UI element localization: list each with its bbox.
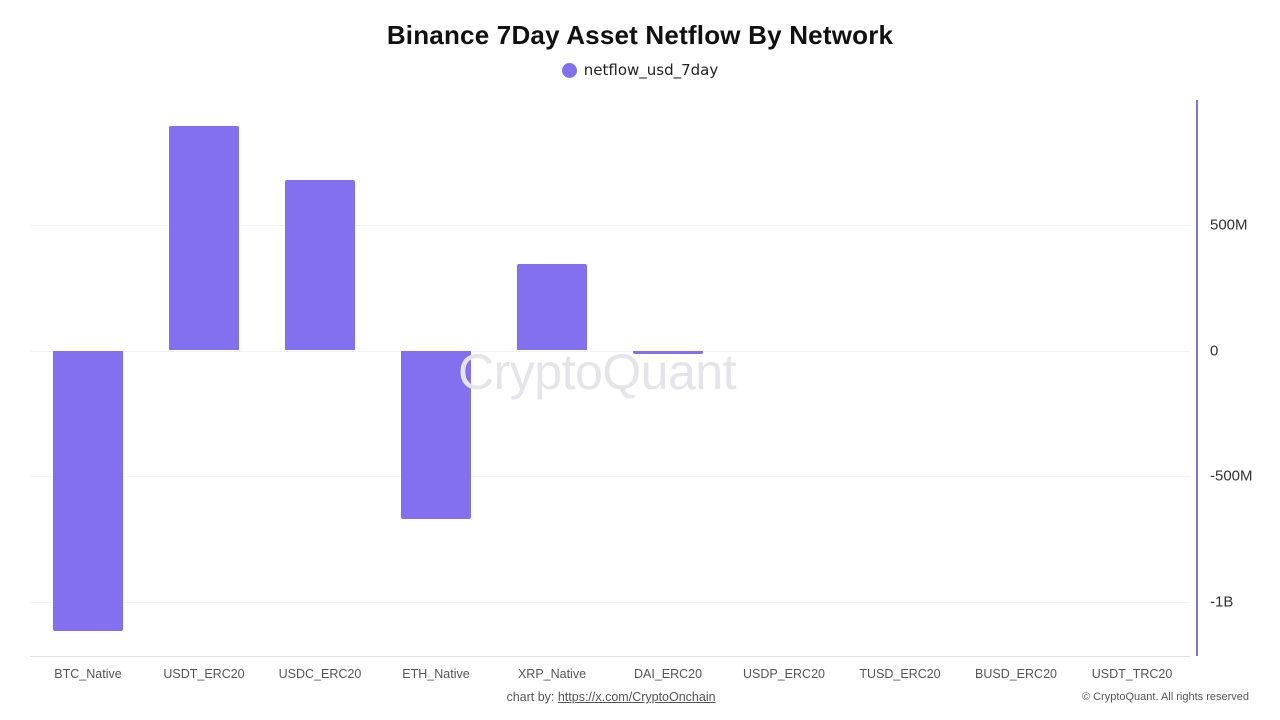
x-tick-label: DAI_ERC20 [633,667,703,681]
legend-dot-icon [561,62,577,78]
x-tick-label: USDT_TRC20 [1091,667,1173,681]
y-tick-label: -500M [1210,467,1253,485]
x-axis-baseline [30,656,1190,657]
legend[interactable]: netflow_usd_7day [0,61,1280,79]
bar-xrp-native[interactable] [517,263,587,351]
gridline [30,225,1190,226]
x-tick-label: USDP_ERC20 [743,667,825,681]
plot-area [30,100,1190,656]
x-tick-label: BTC_Native [54,667,122,681]
copyright: © CryptoQuant. All rights reserved [1081,691,1249,703]
chart-credit-prefix: chart by: [506,690,558,704]
gridline [30,350,1190,352]
gridline [30,476,1190,477]
bar-eth-native[interactable] [401,350,471,519]
x-tick-label: BUSD_ERC20 [975,667,1057,681]
x-tick-label: USDC_ERC20 [278,667,362,681]
x-tick-label: ETH_Native [402,667,470,681]
legend-label: netflow_usd_7day [583,61,719,79]
y-axis-line [1196,100,1198,656]
bar-btc-native[interactable] [53,350,123,631]
chart-credit-link[interactable]: https://x.com/CryptoOnchain [557,690,716,704]
x-tick-label: USDT_ERC20 [163,667,245,681]
y-tick-label: 0 [1210,342,1219,359]
bar-usdt-erc20[interactable] [169,126,239,351]
chart-credit: chart by: https://x.com/CryptoOnchain [0,690,1222,704]
x-tick-label: TUSD_ERC20 [859,667,941,681]
gridline [30,601,1190,603]
y-tick-label: 500M [1210,216,1248,234]
chart-title: Binance 7Day Asset Netflow By Network [386,20,894,50]
bar-usdc-erc20[interactable] [285,180,355,351]
y-tick-label: -1B [1210,593,1234,610]
bar-dai-erc20[interactable] [633,350,703,354]
x-tick-label: XRP_Native [517,667,587,681]
